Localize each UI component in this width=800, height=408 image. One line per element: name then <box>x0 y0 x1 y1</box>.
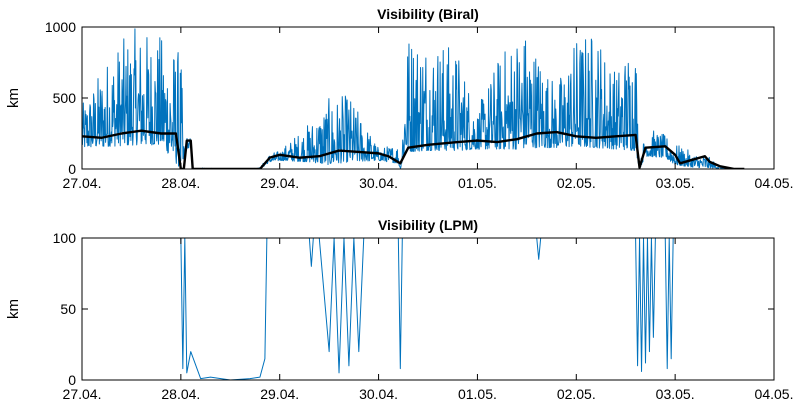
series-mean-line <box>82 129 745 169</box>
x-tick-label: 28.04. <box>161 175 200 191</box>
x-tick-label: 03.05. <box>656 386 695 402</box>
x-tick-label: 01.05. <box>458 386 497 402</box>
y-tick-label: 1000 <box>45 19 76 35</box>
y-tick-label: 50 <box>60 301 76 317</box>
x-tick-label: 28.04. <box>161 386 200 402</box>
x-tick-label: 30.04. <box>359 386 398 402</box>
x-tick-label: 04.05. <box>755 386 794 402</box>
y-tick-label: 0 <box>68 372 76 388</box>
x-tick-label: 02.05. <box>557 175 596 191</box>
x-tick-label: 29.04. <box>260 175 299 191</box>
chart-title: Visibility (Biral) <box>377 6 479 22</box>
x-tick-label: 03.05. <box>656 175 695 191</box>
x-tick-label: 01.05. <box>458 175 497 191</box>
x-tick-label: 27.04. <box>63 175 102 191</box>
x-tick-label: 29.04. <box>260 386 299 402</box>
x-tick-label: 30.04. <box>359 175 398 191</box>
y-tick-label: 0 <box>68 161 76 177</box>
chart-panel-1: 27.04. 28.04. 29.04. 30.04. 01.05. 02.05. 03.0… <box>5 6 793 191</box>
x-tick-label: 02.05. <box>557 386 596 402</box>
x-tick-label: 27.04. <box>63 386 102 402</box>
chart-title: Visibility (LPM) <box>378 217 478 233</box>
chart-panel-2: 27.04. 28.04. 29.04. 30.04. 01.05. 02.05. 03.0… <box>5 217 793 402</box>
y-axis-label: km <box>5 88 22 108</box>
series-raw-line <box>82 238 745 380</box>
y-tick-label: 100 <box>53 230 77 246</box>
y-axis-label: km <box>5 299 22 319</box>
y-tick-label: 500 <box>53 90 77 106</box>
x-tick-label: 04.05. <box>755 175 794 191</box>
